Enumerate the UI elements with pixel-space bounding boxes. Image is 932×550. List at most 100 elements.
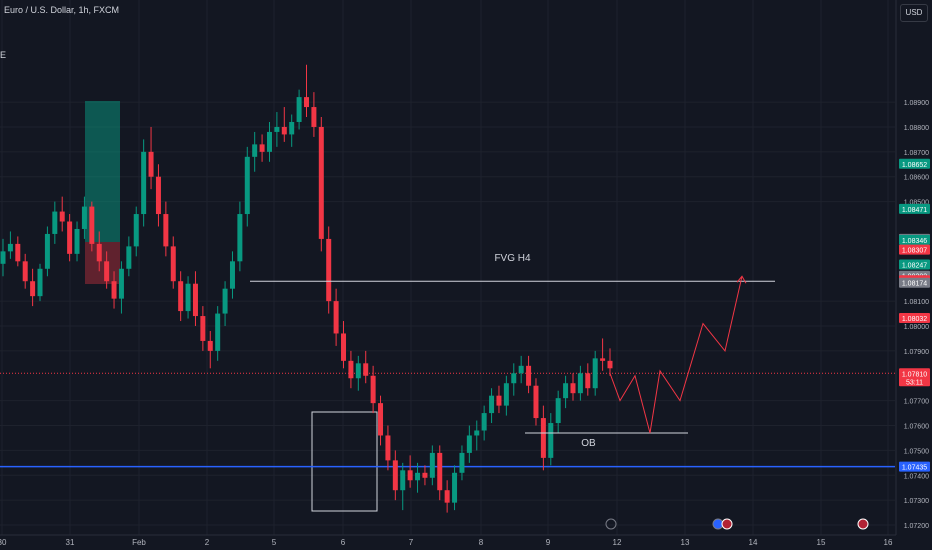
time-tick-label: 31 [66,538,75,547]
price-badge [899,244,930,255]
price-axis[interactable]: 1.08900 1.08800 1.08700 1.08600 1.08500 1.081… [895,0,932,550]
price-badge [899,313,930,324]
candle-body [289,121,295,135]
candle-body [304,97,309,108]
price-tick-label: 1.08700 [904,150,929,157]
price-badge-label: 1.08307 [902,248,927,255]
candle-body [563,383,569,399]
candle-body [215,313,221,351]
candle-body [252,144,258,157]
candle-body [585,373,591,389]
candle-body [592,358,598,389]
time-tick-label: 30 [0,538,7,547]
demand-box [311,411,378,512]
price-tick-label: 1.07300 [904,498,929,505]
candle-body [52,211,58,234]
edge-label: E [0,50,7,60]
candle-body [466,435,472,453]
candle-body [185,283,191,312]
price-badge [899,461,930,472]
price-badge [899,158,930,169]
candle-body [496,395,502,406]
time-axis[interactable]: 30 31 Feb 2 5 6 7 8 9 12 13 14 15 16 [0,534,896,547]
price-badge-label: 1.07435 [902,465,927,472]
candle-body [370,375,376,404]
candlesticks [0,64,613,513]
us-flag-event-icon[interactable] [857,518,869,530]
time-tick-label: 15 [817,538,826,547]
us-flag-event-icon[interactable] [721,518,733,530]
candle-body [44,233,50,269]
candle-body [318,126,324,239]
time-tick-label: 16 [884,538,893,547]
candle-body [444,490,450,503]
candle-body [237,214,243,262]
currency-button[interactable]: USD [900,4,928,22]
candle-body [400,470,406,491]
candle-body [459,452,465,473]
candle-body [518,365,524,374]
candle-body [555,398,561,424]
time-tick-label: 14 [749,538,758,547]
annotation-label: FVG H4 [494,253,531,264]
price-badge-label: 1.08346 [902,238,927,245]
horizontal-lines [0,372,895,468]
long-stop-zone [85,242,120,284]
candle-body [170,246,176,282]
candle-body [30,281,36,297]
candle-body [104,261,110,282]
price-tick-label: 1.07500 [904,448,929,455]
grid [0,0,895,535]
candle-body [570,383,576,394]
price-badge-label: 1.08652 [902,162,927,169]
time-tick-label: 8 [479,538,484,547]
time-tick-label: 6 [341,538,346,547]
candle-body [577,373,583,394]
candle-body [59,211,65,222]
countdown-label: 53:11 [906,379,923,386]
candle-body [133,214,139,247]
candle-body [326,238,332,302]
price-tick-label: 1.07700 [904,399,929,406]
projection-arrowhead [736,275,747,284]
candle-body [437,452,443,491]
time-tick-label: 2 [205,538,210,547]
time-tick-label: 5 [272,538,277,547]
price-tick-label: 1.07900 [904,349,929,356]
candle-body [503,383,509,406]
price-tick-label: 1.08600 [904,175,929,182]
candle-body [81,206,87,229]
candle-body [607,360,613,369]
candle-body [200,316,206,341]
candle-body [429,452,435,478]
candle-body [89,206,95,244]
candle-body [96,243,102,262]
price-badge [899,277,930,288]
candle-body [296,97,302,122]
candle-body [407,470,413,481]
candle-body [378,403,384,436]
annotations: FVG H4 OB [250,253,775,449]
candle-body [37,268,43,297]
candle-body [229,261,235,289]
price-badge-label: 1.08032 [902,316,927,323]
price-badge-label: 1.08471 [902,207,927,214]
annotation-label: OB [581,438,596,449]
candle-body [126,246,132,269]
price-badge [899,368,930,387]
candle-body [111,281,117,299]
candle-body [481,413,487,431]
price-badge [899,234,930,245]
candle-body [148,151,154,177]
event-markers [605,518,869,530]
candle-body [533,385,539,419]
candle-body [415,472,421,481]
candle-body [74,228,80,254]
candle-body [207,340,213,351]
time-tick-label: 7 [409,538,414,547]
time-tick-label: 9 [546,538,551,547]
time-tick-label: 12 [613,538,622,547]
lightning-event-icon[interactable] [605,518,617,530]
candle-body [333,301,339,334]
